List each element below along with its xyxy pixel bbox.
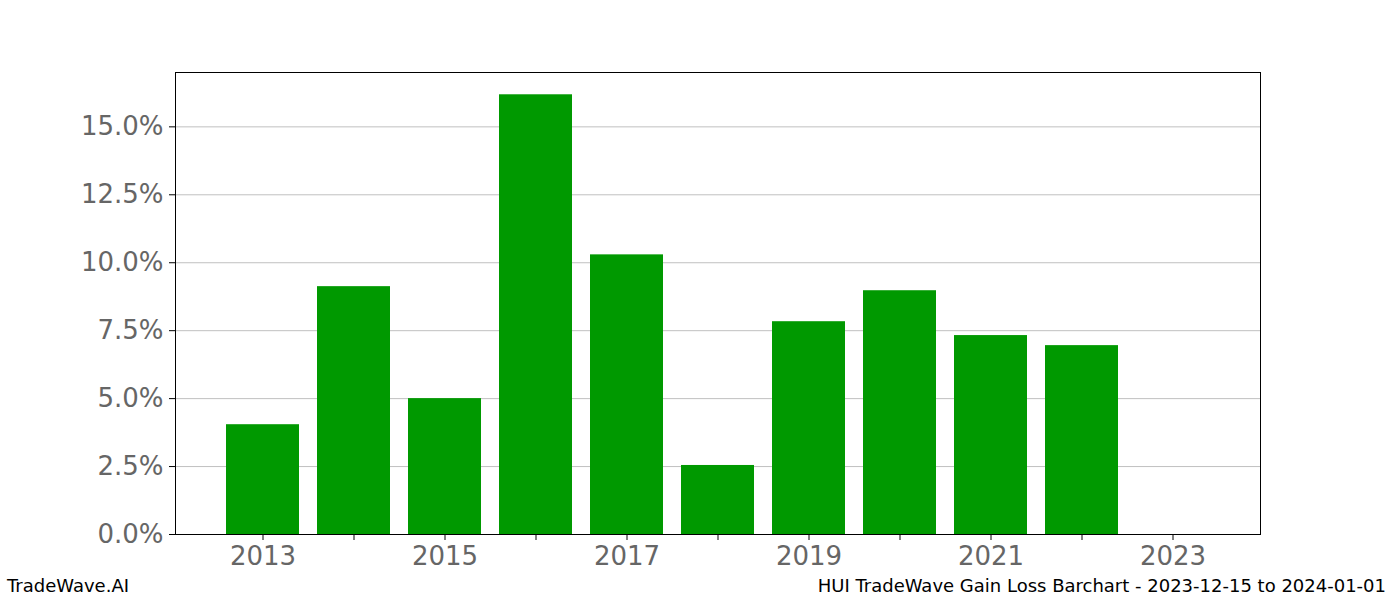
html-text:TradeWave.AI: TradeWave.AI <box>7 574 129 596</box>
svg-text:2.5%: 2.5% <box>97 451 163 481</box>
svg-text:2023: 2023 <box>1140 541 1206 570</box>
svg-text:2015: 2015 <box>412 541 478 570</box>
svg-text:2013: 2013 <box>230 541 296 570</box>
svg-text:10.0%: 10.0% <box>81 247 164 277</box>
svg-text:15.0%: 15.0% <box>81 111 164 141</box>
svg-text:0.0%: 0.0% <box>97 519 163 549</box>
svg-text:12.5%: 12.5% <box>81 179 164 209</box>
svg-text:2017: 2017 <box>594 541 660 570</box>
svg-text:2019: 2019 <box>776 541 842 570</box>
svg-text:2021: 2021 <box>958 541 1024 570</box>
svg-text:5.0%: 5.0% <box>97 383 163 413</box>
svg-text:7.5%: 7.5% <box>97 315 163 345</box>
html-text:HUI TradeWave Gain Loss Barcha: HUI TradeWave Gain Loss Barchart - 2023-… <box>817 574 1386 596</box>
